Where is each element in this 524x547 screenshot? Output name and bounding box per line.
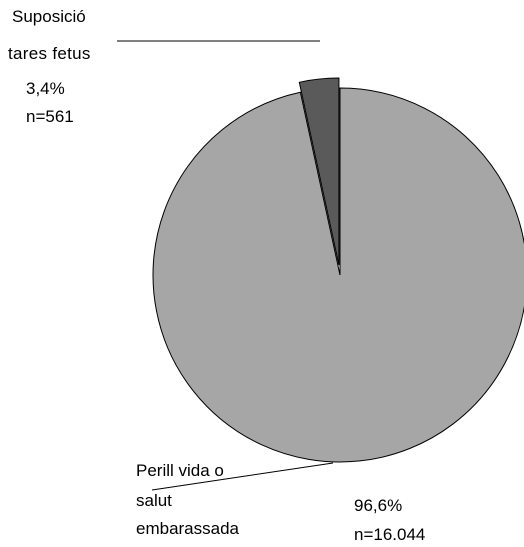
slice-percent-mother: 96,6% xyxy=(354,496,403,515)
leader-line-mother xyxy=(151,462,334,491)
slice-label-fetus-line-1: Suposició xyxy=(12,7,86,26)
pie-slice-mother xyxy=(152,87,524,463)
slice-count-mother: n=16.044 xyxy=(354,525,426,544)
pie-slice-fetus xyxy=(298,77,340,266)
slice-label-mother-line-3: embarassada xyxy=(136,519,240,538)
slice-label-mother-line-2: salut xyxy=(136,491,172,510)
slice-label-fetus-line-2: tares fetus xyxy=(8,44,91,63)
slice-count-fetus: n=561 xyxy=(26,107,74,126)
slice-label-mother-line-1: Perill vida o xyxy=(136,461,224,480)
slice-percent-fetus: 3,4% xyxy=(26,79,65,98)
